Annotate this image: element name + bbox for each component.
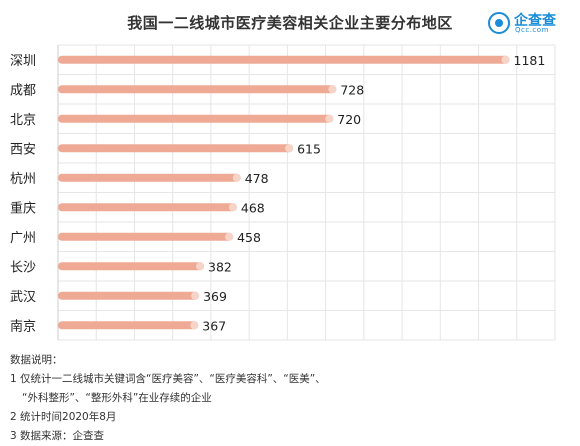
bar	[58, 114, 334, 123]
category-label: 深圳	[10, 54, 36, 69]
bar	[58, 173, 241, 182]
category-label: 西安	[10, 142, 36, 157]
bar-chart: 深圳 1181 成都 728 北京 720 西安 615 杭州 478 重庆 468 广州 458 长沙 38…	[10, 44, 556, 341]
category-label: 广州	[10, 231, 36, 246]
bar	[58, 144, 294, 153]
qichacha-logo: 企查查 Qcc.com	[488, 10, 574, 36]
category-label: 南京	[10, 318, 36, 334]
bar	[58, 203, 237, 212]
bar-end-cap	[225, 232, 234, 241]
bar-end-cap	[328, 85, 337, 94]
notes-line-1: 1 仅统计一二线城市关键词含“医疗美容”、“医疗美容科”、“医美”、	[10, 373, 326, 385]
bar	[58, 232, 234, 241]
bar-end-cap	[325, 114, 334, 123]
data-label: 367	[202, 318, 226, 333]
data-label: 369	[203, 289, 227, 304]
bar-end-cap	[501, 55, 510, 64]
logo-domain: Qcc.com	[515, 26, 549, 34]
bar	[58, 262, 205, 271]
bar-end-cap	[228, 203, 237, 212]
category-label: 成都	[10, 83, 36, 98]
logo-name: 企查查	[514, 13, 556, 29]
data-label: 458	[237, 230, 261, 245]
data-label: 468	[241, 200, 265, 215]
category-label: 重庆	[10, 200, 36, 216]
category-label: 北京	[10, 113, 36, 128]
chart-title: 我国一二线城市医疗美容相关企业主要分布地区	[127, 14, 453, 32]
bar	[58, 85, 337, 94]
bar-end-cap	[196, 262, 205, 271]
notes-line-2: 2 统计时间2020年8月	[10, 411, 117, 423]
bar-end-cap	[191, 291, 200, 300]
data-label: 720	[337, 112, 361, 127]
bar-end-cap	[285, 144, 294, 153]
bar	[58, 321, 199, 330]
bar-end-cap	[232, 173, 241, 182]
bar-end-cap	[190, 321, 199, 330]
bar	[58, 291, 200, 300]
notes-line-1-continued: “外科整形”、“整形外科”在业存续的企业	[22, 392, 212, 404]
notes-line-3: 3 数据来源：企查查	[10, 430, 105, 442]
data-notes: 数据说明： 1 仅统计一二线城市关键词含“医疗美容”、“医疗美容科”、“医美”、…	[10, 351, 326, 446]
category-label: 长沙	[10, 260, 36, 275]
category-label: 武汉	[10, 290, 36, 305]
bar	[58, 55, 510, 64]
data-label: 1181	[514, 53, 546, 68]
data-label: 615	[297, 141, 321, 156]
category-label: 杭州	[10, 172, 36, 187]
data-label: 382	[208, 259, 232, 274]
logo-mark-icon	[488, 12, 510, 34]
data-label: 478	[245, 171, 269, 186]
data-label: 728	[340, 82, 364, 97]
notes-heading: 数据说明：	[10, 354, 63, 366]
